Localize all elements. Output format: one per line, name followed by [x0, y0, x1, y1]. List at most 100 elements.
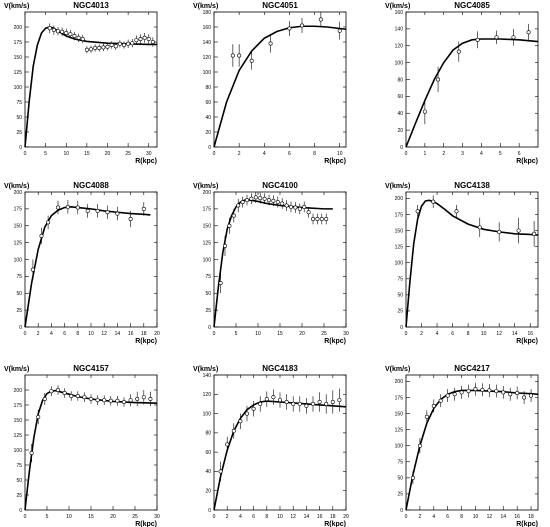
- data-marker: [284, 399, 289, 404]
- x-tick-label: 10: [337, 151, 343, 157]
- data-marker: [55, 29, 60, 34]
- y-tick-label: 0: [208, 325, 211, 331]
- x-tick-label: 14: [304, 514, 310, 520]
- model-curve: [24, 206, 151, 328]
- y-tick-label: 100: [14, 85, 23, 91]
- x-tick-label: 16: [317, 514, 323, 520]
- y-tick-label: 200: [14, 25, 23, 31]
- data-marker: [231, 213, 236, 218]
- x-tick-label: 8: [313, 151, 316, 157]
- data-point: [89, 45, 94, 53]
- data-point: [148, 391, 153, 407]
- data-point: [424, 410, 429, 424]
- x-tick-label: 12: [496, 331, 502, 337]
- data-marker: [299, 23, 304, 28]
- data-marker: [526, 30, 531, 35]
- data-point: [258, 192, 263, 204]
- data-point: [218, 461, 223, 482]
- y-tick-label: 175: [395, 212, 404, 218]
- data-point: [318, 12, 323, 27]
- data-marker: [473, 387, 478, 392]
- data-marker: [60, 29, 65, 34]
- x-tick-label: 20: [154, 331, 160, 337]
- data-marker: [130, 41, 135, 46]
- y-tick-label: 0: [19, 508, 22, 514]
- y-tick-label: 150: [14, 418, 23, 424]
- data-point: [304, 398, 309, 414]
- data-marker: [109, 42, 114, 47]
- y-tick-label: 50: [16, 478, 22, 484]
- data-point: [306, 206, 311, 218]
- data-marker: [128, 217, 133, 222]
- data-point: [122, 41, 127, 49]
- data-marker: [95, 398, 100, 403]
- data-marker: [231, 428, 236, 433]
- y-tick-label: 80: [205, 431, 211, 437]
- data-point: [445, 389, 450, 402]
- x-tick-label: 0: [24, 514, 27, 520]
- y-tick-label: 0: [400, 508, 403, 514]
- y-tick-label: 125: [14, 70, 23, 76]
- data-point: [227, 217, 232, 234]
- x-tick-label: 8: [76, 331, 79, 337]
- y-tick-label: 150: [14, 224, 23, 230]
- y-tick-label: 50: [16, 115, 22, 121]
- x-tick-label: 10: [481, 331, 487, 337]
- data-marker: [42, 396, 47, 401]
- y-axis-label: V(km/s): [193, 183, 218, 190]
- data-point: [82, 392, 87, 402]
- x-tick-label: 4: [50, 331, 53, 337]
- data-point: [330, 390, 335, 414]
- panel-5: NGC4100 V(km/s) R(kpc) 0 5 10 15 20 25 30 0 25 50 75 1…: [193, 181, 349, 345]
- data-point: [258, 396, 263, 412]
- x-tick-label: 0: [24, 331, 27, 337]
- y-tick-label: 200: [203, 190, 212, 196]
- y-axis-label: V(km/s): [193, 366, 218, 373]
- x-tick-label: 2: [419, 514, 422, 520]
- data-point: [271, 389, 276, 405]
- data-point: [231, 423, 236, 439]
- data-marker: [245, 411, 250, 416]
- data-point: [522, 391, 527, 404]
- y-tick-label: 200: [14, 388, 23, 394]
- x-tick-label: 18: [330, 514, 336, 520]
- x-tick-label: 15: [88, 514, 94, 520]
- data-point: [36, 409, 41, 425]
- data-point: [410, 471, 415, 485]
- panel-title: NGC4088: [73, 181, 109, 190]
- data-point: [115, 396, 120, 406]
- y-axis-label: V(km/s): [4, 366, 29, 373]
- x-tick-label: 8: [265, 514, 268, 520]
- data-marker: [516, 228, 521, 233]
- data-point: [526, 23, 531, 41]
- data-point: [55, 27, 60, 36]
- x-tick-label: 30: [154, 514, 160, 520]
- x-axis-label: R(kpc): [516, 338, 538, 345]
- data-point: [64, 28, 69, 38]
- data-marker: [297, 206, 302, 211]
- data-marker: [115, 398, 120, 403]
- data-marker: [113, 44, 118, 49]
- data-marker: [150, 39, 155, 44]
- data-marker: [445, 393, 450, 398]
- data-marker: [82, 395, 87, 400]
- x-tick-label: 12: [290, 514, 296, 520]
- data-point: [95, 204, 100, 218]
- data-point: [337, 388, 342, 412]
- x-tick-label: 2: [226, 514, 229, 520]
- y-tick-label: 25: [16, 130, 22, 136]
- data-point: [271, 195, 276, 207]
- data-marker: [410, 475, 415, 480]
- x-tick-label: 10: [473, 514, 479, 520]
- data-marker: [415, 209, 420, 214]
- y-tick-label: 60: [205, 450, 211, 456]
- data-point: [280, 198, 285, 209]
- data-marker: [438, 398, 443, 403]
- x-tick-label: 30: [146, 151, 152, 157]
- data-point: [249, 51, 254, 70]
- data-point: [245, 405, 250, 422]
- data-marker: [258, 196, 263, 201]
- data-marker: [218, 281, 223, 286]
- x-tick-label: 30: [343, 331, 349, 337]
